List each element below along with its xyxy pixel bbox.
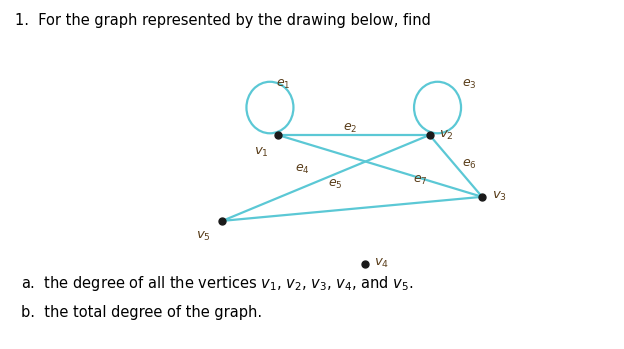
Text: $v_5$: $v_5$ bbox=[197, 230, 211, 243]
Text: $e_6$: $e_6$ bbox=[462, 158, 477, 171]
Text: a.  the degree of all the vertices $v_1$, $v_2$, $v_3$, $v_4$, and $v_5$.: a. the degree of all the vertices $v_1$,… bbox=[21, 274, 414, 293]
Text: b.  the total degree of the graph.: b. the total degree of the graph. bbox=[21, 305, 263, 320]
Text: $v_4$: $v_4$ bbox=[374, 257, 389, 270]
Text: $e_2$: $e_2$ bbox=[343, 121, 358, 135]
Text: $e_7$: $e_7$ bbox=[413, 174, 427, 187]
Text: $v_1$: $v_1$ bbox=[254, 146, 269, 159]
Text: $e_5$: $e_5$ bbox=[328, 178, 343, 191]
Text: $v_3$: $v_3$ bbox=[492, 190, 507, 203]
Text: $e_3$: $e_3$ bbox=[462, 78, 477, 91]
Text: $e_4$: $e_4$ bbox=[295, 163, 310, 176]
Text: $v_2$: $v_2$ bbox=[439, 128, 454, 142]
Text: 1.  For the graph represented by the drawing below, find: 1. For the graph represented by the draw… bbox=[15, 13, 431, 28]
Text: $e_1$: $e_1$ bbox=[276, 78, 290, 91]
